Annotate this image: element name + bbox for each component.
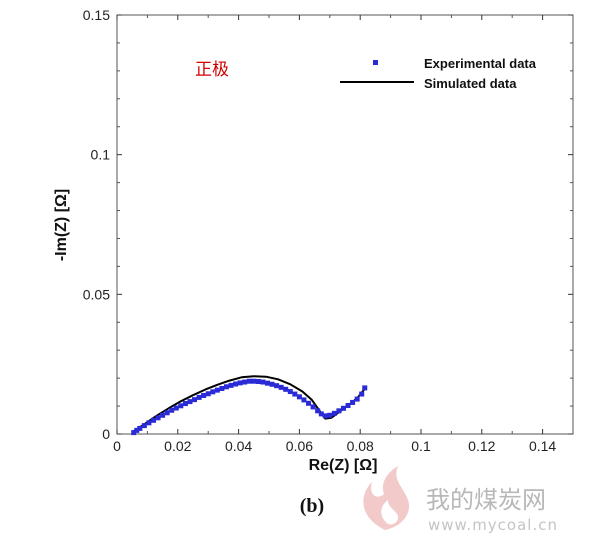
- experimental-data-point: [269, 381, 275, 387]
- experimental-data-point: [223, 384, 229, 390]
- y-tick-label: 0.1: [91, 147, 111, 163]
- experimental-data-point: [296, 394, 302, 400]
- experimental-data-point: [260, 379, 266, 385]
- experimental-data-point: [336, 408, 342, 414]
- x-axis: 0 0.02 0.04 0.06 0.08 0.1 0.12 0.14: [113, 15, 556, 454]
- experimental-data-point: [205, 391, 211, 397]
- y-axis: 0 0.05 0.1 0.15: [83, 7, 573, 442]
- experimental-data-point: [237, 380, 243, 386]
- experimental-data-point: [146, 420, 152, 426]
- experimental-data-point: [169, 407, 175, 413]
- experimental-data-point: [228, 382, 234, 388]
- x-tick-label: 0.14: [529, 438, 556, 454]
- experimental-data-point: [137, 425, 143, 431]
- experimental-data-point: [362, 385, 368, 391]
- annotation-label: 正极: [195, 60, 229, 80]
- legend-label-experimental: Experimental data: [424, 56, 537, 71]
- legend-label-simulated: Simulated data: [424, 76, 517, 91]
- experimental-data-point: [251, 378, 257, 384]
- x-tick-label: 0.12: [468, 438, 495, 454]
- experimental-data-point: [178, 403, 184, 409]
- experimental-data-point: [255, 378, 261, 384]
- plot-frame: [116, 14, 574, 435]
- experimental-data-point: [182, 401, 188, 407]
- x-tick-label: 0.1: [411, 438, 431, 454]
- watermark-url: www.mycoal.cn: [428, 516, 558, 534]
- flame-logo-icon: [363, 466, 410, 530]
- experimental-data-point: [318, 411, 324, 417]
- y-tick-label: 0.15: [83, 7, 110, 23]
- experimental-data-point: [160, 412, 166, 418]
- experimental-data-point: [134, 427, 140, 433]
- x-tick-label: 0.02: [164, 438, 191, 454]
- legend: Experimental data Simulated data: [340, 56, 537, 91]
- experimental-data-point: [327, 412, 333, 418]
- experimental-data-point: [315, 408, 321, 414]
- y-tick-label: 0.05: [83, 286, 110, 302]
- experimental-data-point: [340, 405, 346, 411]
- experimental-data-point: [150, 417, 156, 423]
- watermark: 我的煤炭网 www.mycoal.cn: [363, 466, 558, 534]
- experimental-data-point: [306, 400, 312, 406]
- experimental-data-point: [283, 386, 289, 392]
- x-tick-label: 0.08: [347, 438, 374, 454]
- experimental-data-point: [173, 405, 179, 411]
- experimental-data-point: [233, 381, 239, 387]
- watermark-text: 我的煤炭网: [426, 486, 546, 514]
- x-tick-label: 0: [113, 438, 121, 454]
- experimental-data-point: [155, 415, 161, 421]
- panel-label: (b): [300, 495, 324, 517]
- experimental-data-point: [214, 387, 220, 393]
- experimental-data-point: [301, 397, 307, 403]
- experimental-data-point: [196, 394, 202, 400]
- experimental-data-point: [345, 403, 351, 409]
- y-tick-label: 0: [102, 426, 110, 442]
- x-tick-label: 0.04: [225, 438, 252, 454]
- experimental-data-point: [350, 399, 356, 405]
- experimental-data-point: [219, 385, 225, 391]
- experimental-data-point: [187, 399, 193, 405]
- experimental-data-point: [192, 397, 198, 403]
- experimental-data-point: [246, 378, 252, 384]
- simulated-data-line: [133, 375, 366, 433]
- x-axis-title: Re(Z) [Ω]: [309, 457, 378, 474]
- experimental-data-point: [310, 404, 316, 410]
- experimental-data-point: [131, 430, 137, 436]
- x-tick-label: 0.06: [286, 438, 313, 454]
- experimental-data-point: [264, 380, 270, 386]
- experimental-data-point: [141, 423, 147, 429]
- experimental-data-point: [278, 384, 284, 390]
- experimental-data-point: [354, 396, 360, 402]
- experimental-data-point: [359, 391, 365, 397]
- experimental-data-point: [210, 389, 216, 395]
- experimental-data-point: [322, 413, 328, 419]
- experimental-data-point: [164, 410, 170, 416]
- experimental-data-point: [292, 391, 298, 397]
- legend-marker-experimental: [373, 60, 378, 65]
- experimental-data-point: [287, 389, 293, 395]
- plot-border: [116, 14, 574, 435]
- experimental-data-point: [274, 383, 280, 389]
- experimental-data-point: [331, 410, 337, 416]
- series-layer: [131, 375, 368, 436]
- y-axis-title: -Im(Z) [Ω]: [53, 189, 70, 261]
- experimental-data-point: [201, 392, 207, 398]
- experimental-data-point: [242, 379, 248, 385]
